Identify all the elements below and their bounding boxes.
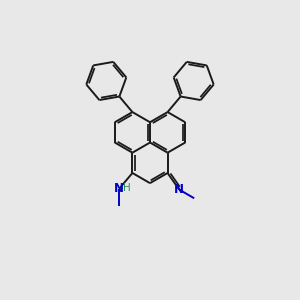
Text: N: N bbox=[114, 182, 124, 195]
Text: H: H bbox=[123, 183, 131, 193]
Text: N: N bbox=[174, 183, 184, 196]
